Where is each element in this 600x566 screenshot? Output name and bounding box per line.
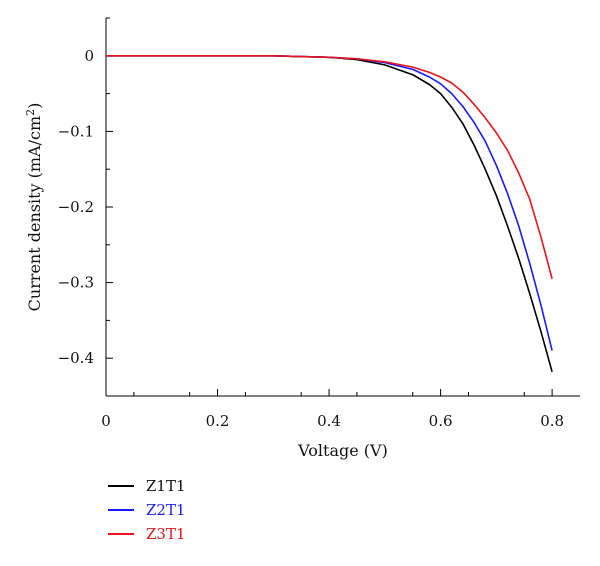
y-tick-label: −0.3: [58, 274, 94, 292]
series-line-z3t1: [106, 54, 553, 280]
legend: Z1T1 Z2T1 Z3T1: [108, 474, 186, 546]
y-tick-label: 0: [84, 47, 94, 65]
legend-swatch-z1t1: [108, 485, 134, 487]
legend-label-z2t1: Z2T1: [146, 501, 186, 519]
series-line-z2t1: [106, 54, 553, 351]
x-axis-title: Voltage (V): [297, 441, 388, 460]
y-axis-title-main: Current density (mA/cm: [25, 116, 44, 312]
legend-item-z2t1: Z2T1: [108, 498, 186, 522]
x-tick-label: 0.8: [540, 412, 564, 430]
y-axis-title: Current density (mA/cm2): [24, 103, 45, 312]
legend-item-z3t1: Z3T1: [108, 522, 186, 546]
legend-label-z1t1: Z1T1: [146, 477, 186, 495]
x-tick-label: 0.4: [317, 412, 341, 430]
y-tick-label: −0.4: [58, 349, 94, 367]
y-tick-label: −0.2: [58, 198, 94, 216]
y-axis-title-sup: 2: [24, 109, 37, 116]
axes: 0 0.2 0.4 0.6 0.8 0 −0.1 −0.2 −0.3 −0.4: [58, 17, 580, 430]
line-chart: 0 0.2 0.4 0.6 0.8 0 −0.1 −0.2 −0.3 −0.4 Voltage (…: [24, 17, 580, 460]
y-tick-label: −0.1: [58, 122, 94, 140]
x-tick-label: 0.6: [429, 412, 453, 430]
y-axis-title-end: ): [25, 103, 44, 109]
legend-swatch-z2t1: [108, 509, 134, 511]
legend-swatch-z3t1: [108, 533, 134, 535]
legend-item-z1t1: Z1T1: [108, 474, 186, 498]
x-tick-label: 0: [101, 412, 111, 430]
series-line-z1t1: [106, 54, 553, 373]
series-lines: [106, 54, 553, 373]
x-tick-label: 0.2: [206, 412, 230, 430]
legend-label-z3t1: Z3T1: [146, 525, 186, 543]
